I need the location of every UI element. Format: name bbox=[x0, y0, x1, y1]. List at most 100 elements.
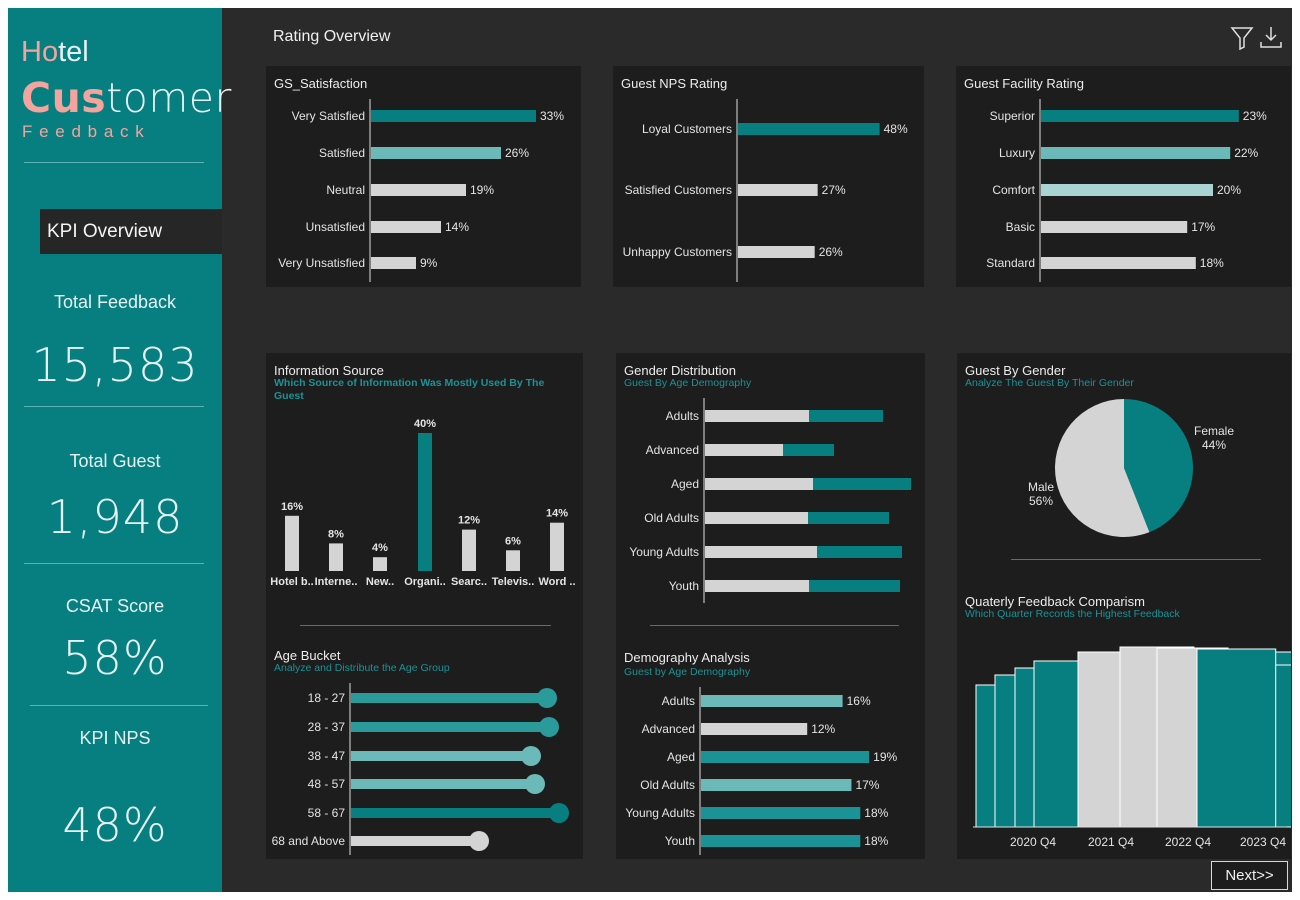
page-title: Rating Overview bbox=[273, 28, 391, 45]
bar bbox=[701, 695, 843, 707]
bar bbox=[1041, 184, 1213, 196]
category-label: Interne.. bbox=[315, 576, 358, 588]
data-label: 26% bbox=[505, 146, 529, 160]
data-label: 16% bbox=[281, 501, 303, 513]
bar bbox=[738, 246, 815, 258]
filter-icon[interactable] bbox=[1230, 26, 1254, 50]
logo-line-customer: Customer bbox=[21, 74, 232, 122]
bar bbox=[371, 184, 466, 196]
bar bbox=[371, 257, 416, 269]
category-label: Advanced bbox=[646, 443, 699, 457]
pie-label-value: 44% bbox=[1202, 438, 1226, 452]
bar bbox=[701, 807, 861, 819]
category-label: Neutral bbox=[326, 183, 365, 197]
panel-info-age: Information Source Which Source of Infor… bbox=[266, 353, 583, 859]
bar-female bbox=[817, 546, 902, 558]
chart-demography: Adults 16% Advanced 12% Aged 19% Old Adults 17%… bbox=[625, 687, 897, 855]
category-label: Very Satisfied bbox=[292, 109, 365, 123]
pie-label-name: Male bbox=[1028, 480, 1054, 494]
category-label: Aged bbox=[667, 750, 695, 764]
panel-title-quarter: Quaterly Feedback Comparism bbox=[965, 594, 1145, 609]
total-guest-label: Total Guest bbox=[69, 451, 161, 471]
bar bbox=[371, 110, 536, 122]
csat-value: 58% bbox=[62, 631, 168, 685]
bar bbox=[1041, 221, 1188, 233]
bar bbox=[285, 515, 299, 571]
bar bbox=[738, 123, 880, 135]
data-label: 20% bbox=[1217, 183, 1241, 197]
category-label: Basic bbox=[1006, 220, 1035, 234]
lollipop-dot bbox=[549, 803, 569, 823]
category-label: Loyal Customers bbox=[642, 122, 732, 136]
category-label: 2022 Q4 bbox=[1165, 835, 1211, 849]
data-label: 17% bbox=[1191, 220, 1215, 234]
nav-kpi-overview[interactable]: KPI Overview bbox=[40, 209, 222, 254]
category-label: Satisfied Customers bbox=[625, 183, 732, 197]
category-label: Adults bbox=[662, 694, 695, 708]
csat-label: CSAT Score bbox=[65, 596, 165, 616]
category-label: Young Adults bbox=[625, 806, 695, 820]
bar bbox=[371, 147, 501, 159]
data-label: 4% bbox=[372, 542, 388, 554]
bar bbox=[462, 529, 476, 571]
bar-male bbox=[705, 512, 808, 524]
panel-subtitle: Guest By Age Demography bbox=[624, 377, 752, 389]
nav-kpi-overview-label: KPI Overview bbox=[47, 221, 163, 242]
download-icon[interactable] bbox=[1259, 25, 1283, 49]
lollipop-bar bbox=[351, 693, 547, 703]
nps-label: KPI NPS bbox=[79, 728, 151, 748]
category-label: 48 - 57 bbox=[308, 777, 346, 791]
bar-female bbox=[813, 478, 911, 490]
divider bbox=[1011, 559, 1261, 560]
panel-facility: Guest Facility Rating Superior 23% Luxury 2… bbox=[956, 66, 1291, 287]
data-label: 19% bbox=[873, 750, 897, 764]
panel-subtitle: Which Source of Information Was Mostly U… bbox=[274, 377, 545, 402]
sidebar: Hotel Customer F e e d b a c k KPI Overv… bbox=[8, 8, 231, 892]
panel-title: Information Source bbox=[274, 363, 384, 378]
category-label: 2021 Q4 bbox=[1088, 835, 1134, 849]
bar bbox=[1041, 110, 1239, 122]
next-button[interactable]: Next>> bbox=[1211, 861, 1288, 890]
bar bbox=[738, 184, 818, 196]
panel-gender-demo: Gender Distribution Guest By Age Demogra… bbox=[616, 353, 925, 859]
bar bbox=[550, 522, 564, 571]
bar-male bbox=[705, 546, 817, 558]
bar-male bbox=[705, 444, 783, 456]
data-label: 26% bbox=[819, 245, 843, 259]
bar bbox=[373, 557, 387, 571]
data-label: 9% bbox=[420, 256, 438, 270]
bar-male bbox=[705, 478, 813, 490]
lollipop-bar bbox=[351, 808, 559, 818]
lollipop-dot bbox=[521, 746, 541, 766]
bar bbox=[371, 221, 441, 233]
data-label: 12% bbox=[458, 515, 480, 527]
bar bbox=[1041, 147, 1231, 159]
divider bbox=[24, 162, 204, 163]
category-label: Comfort bbox=[992, 183, 1035, 197]
data-label: 16% bbox=[847, 694, 871, 708]
pie-slice-male bbox=[1055, 399, 1150, 537]
data-label: 18% bbox=[864, 806, 888, 820]
bar bbox=[701, 835, 861, 847]
bar-male bbox=[705, 580, 809, 592]
panel-gender-quarter: Guest By Gender Analyze The Guest By The… bbox=[957, 353, 1291, 859]
category-label: Old Adults bbox=[644, 511, 699, 525]
category-label: Youth bbox=[665, 834, 695, 848]
bar bbox=[506, 550, 520, 571]
category-label: Youth bbox=[669, 579, 699, 593]
panel-title-demo: Demography Analysis bbox=[624, 650, 750, 665]
bar bbox=[329, 543, 343, 571]
data-label: 22% bbox=[1234, 146, 1258, 160]
bar bbox=[701, 779, 852, 791]
chart-gender-distribution: Adults Advanced Aged Old Adults Young Adults… bbox=[629, 398, 911, 603]
logo-customer-accent: Cus bbox=[21, 74, 107, 122]
chart-guest-nps: Loyal Customers 48% Satisfied Customers 27%… bbox=[623, 99, 908, 282]
logo-line-hotel: Hotel bbox=[21, 36, 89, 69]
category-label: Standard bbox=[986, 256, 1035, 270]
lollipop-dot bbox=[537, 688, 557, 708]
divider bbox=[650, 625, 899, 626]
category-label: 2020 Q4 bbox=[1010, 835, 1056, 849]
bar-male bbox=[705, 410, 809, 422]
category-label: Adults bbox=[666, 409, 699, 423]
